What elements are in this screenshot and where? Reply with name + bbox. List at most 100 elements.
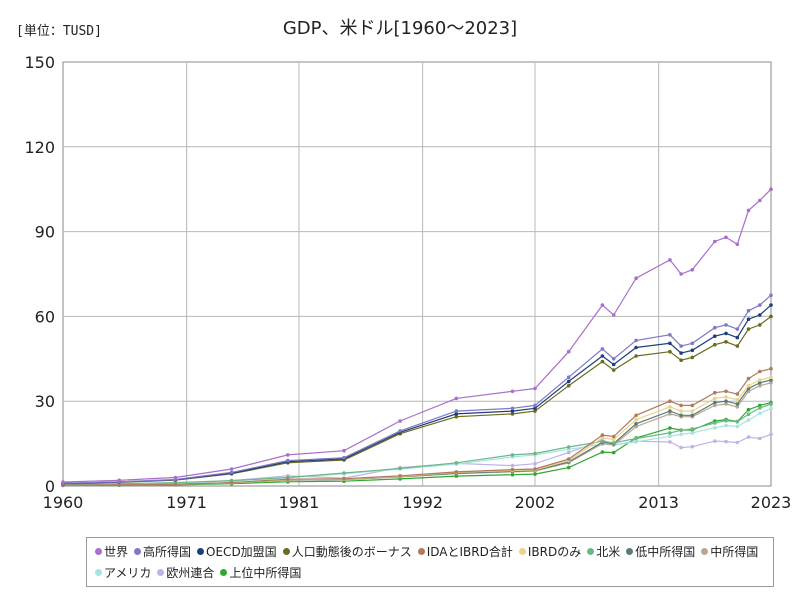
legend-item: 低中所得国: [626, 541, 695, 562]
data-point: [634, 345, 638, 350]
data-point: [724, 323, 728, 327]
legend-marker: [197, 548, 205, 555]
data-point: [758, 381, 762, 385]
legend-items: 世界 高所得国 OECD加盟国 人口動態後のボーナス IDAとIBRD合計 IBRDのみ北…: [95, 541, 765, 583]
data-point: [746, 308, 751, 313]
plot-area: [62, 61, 772, 487]
data-point: [510, 467, 515, 472]
data-point: [690, 348, 695, 353]
data-point: [769, 293, 773, 298]
data-point: [634, 413, 638, 418]
data-point: [510, 453, 515, 457]
legend-marker: [518, 548, 526, 555]
data-point: [724, 423, 728, 428]
legend-label: IBRDのみ: [527, 545, 582, 559]
data-point: [533, 403, 537, 408]
data-point: [690, 403, 695, 408]
data-point: [600, 436, 605, 440]
data-point: [724, 235, 728, 240]
data-point: [634, 354, 638, 358]
data-point: [758, 406, 762, 410]
data-point: [533, 451, 537, 456]
data-point: [61, 480, 65, 484]
data-point: [342, 455, 346, 460]
data-point: [611, 450, 616, 455]
data-point: [746, 435, 751, 439]
legend-item: IDAとIBRD合計: [417, 541, 513, 562]
data-point: [735, 335, 740, 340]
data-point: [758, 436, 762, 441]
x-tick-label: 1971: [166, 493, 207, 512]
data-point: [724, 340, 728, 344]
data-point: [634, 436, 638, 441]
data-point: [758, 198, 762, 203]
legend: 世界 高所得国 OECD加盟国 人口動態後のボーナス IDAとIBRD合計 IBRDのみ北…: [86, 537, 774, 587]
data-point: [769, 406, 773, 411]
legend-label: 欧州連合: [166, 566, 215, 580]
data-point: [229, 470, 234, 475]
data-point: [690, 444, 695, 449]
data-point: [600, 347, 605, 351]
data-point: [510, 412, 515, 416]
data-point: [533, 472, 537, 476]
legend-label: アメリカ: [104, 566, 152, 580]
data-point: [758, 313, 762, 317]
data-point: [758, 369, 762, 374]
data-point: [668, 405, 672, 409]
data-point: [769, 375, 773, 380]
x-tick-label: 1992: [402, 493, 443, 512]
legend-item: 中所得国: [701, 541, 758, 562]
data-point: [600, 439, 605, 444]
data-point: [713, 239, 717, 244]
data-point: [634, 422, 638, 426]
data-point: [679, 409, 683, 413]
y-tick-label: 120: [24, 138, 55, 157]
data-point: [690, 355, 695, 360]
data-point: [735, 392, 740, 396]
x-tick-label: 2023: [751, 493, 792, 512]
y-tick-label: 150: [24, 53, 55, 72]
data-point: [724, 402, 728, 406]
data-point: [117, 483, 121, 487]
data-point: [668, 431, 672, 435]
data-point: [679, 403, 683, 408]
data-point: [342, 471, 346, 475]
data-point: [286, 477, 290, 482]
data-point: [668, 409, 672, 413]
data-point: [679, 344, 683, 348]
data-point: [769, 303, 773, 307]
data-point: [769, 314, 773, 319]
data-point: [533, 467, 537, 471]
data-point: [746, 327, 751, 331]
data-point: [398, 419, 402, 423]
data-point: [758, 323, 762, 327]
y-tick-label: 90: [35, 223, 55, 242]
data-point: [229, 467, 234, 471]
data-point: [690, 413, 695, 418]
data-point: [713, 390, 717, 395]
legend-label: 北米: [596, 545, 621, 559]
data-point: [713, 396, 717, 401]
data-point: [746, 208, 751, 213]
legend-label: 人口動態後のボーナス: [291, 545, 412, 559]
data-point: [679, 358, 683, 363]
data-point: [668, 341, 672, 346]
x-tick-label: 1960: [43, 493, 84, 512]
legend-marker: [417, 548, 425, 555]
data-point: [690, 431, 695, 435]
data-point: [510, 406, 515, 411]
legend-label: 世界: [104, 545, 129, 559]
data-point: [746, 418, 751, 422]
data-point: [454, 414, 459, 419]
data-point: [510, 389, 515, 394]
data-point: [611, 357, 616, 361]
data-point: [566, 383, 571, 388]
data-point: [713, 439, 717, 443]
data-point: [769, 187, 773, 191]
data-point: [735, 420, 740, 424]
legend-item: IBRDのみ: [518, 541, 582, 562]
data-point: [758, 383, 762, 388]
data-point: [735, 440, 740, 445]
data-point: [713, 426, 717, 430]
legend-item: 高所得国: [134, 541, 191, 562]
